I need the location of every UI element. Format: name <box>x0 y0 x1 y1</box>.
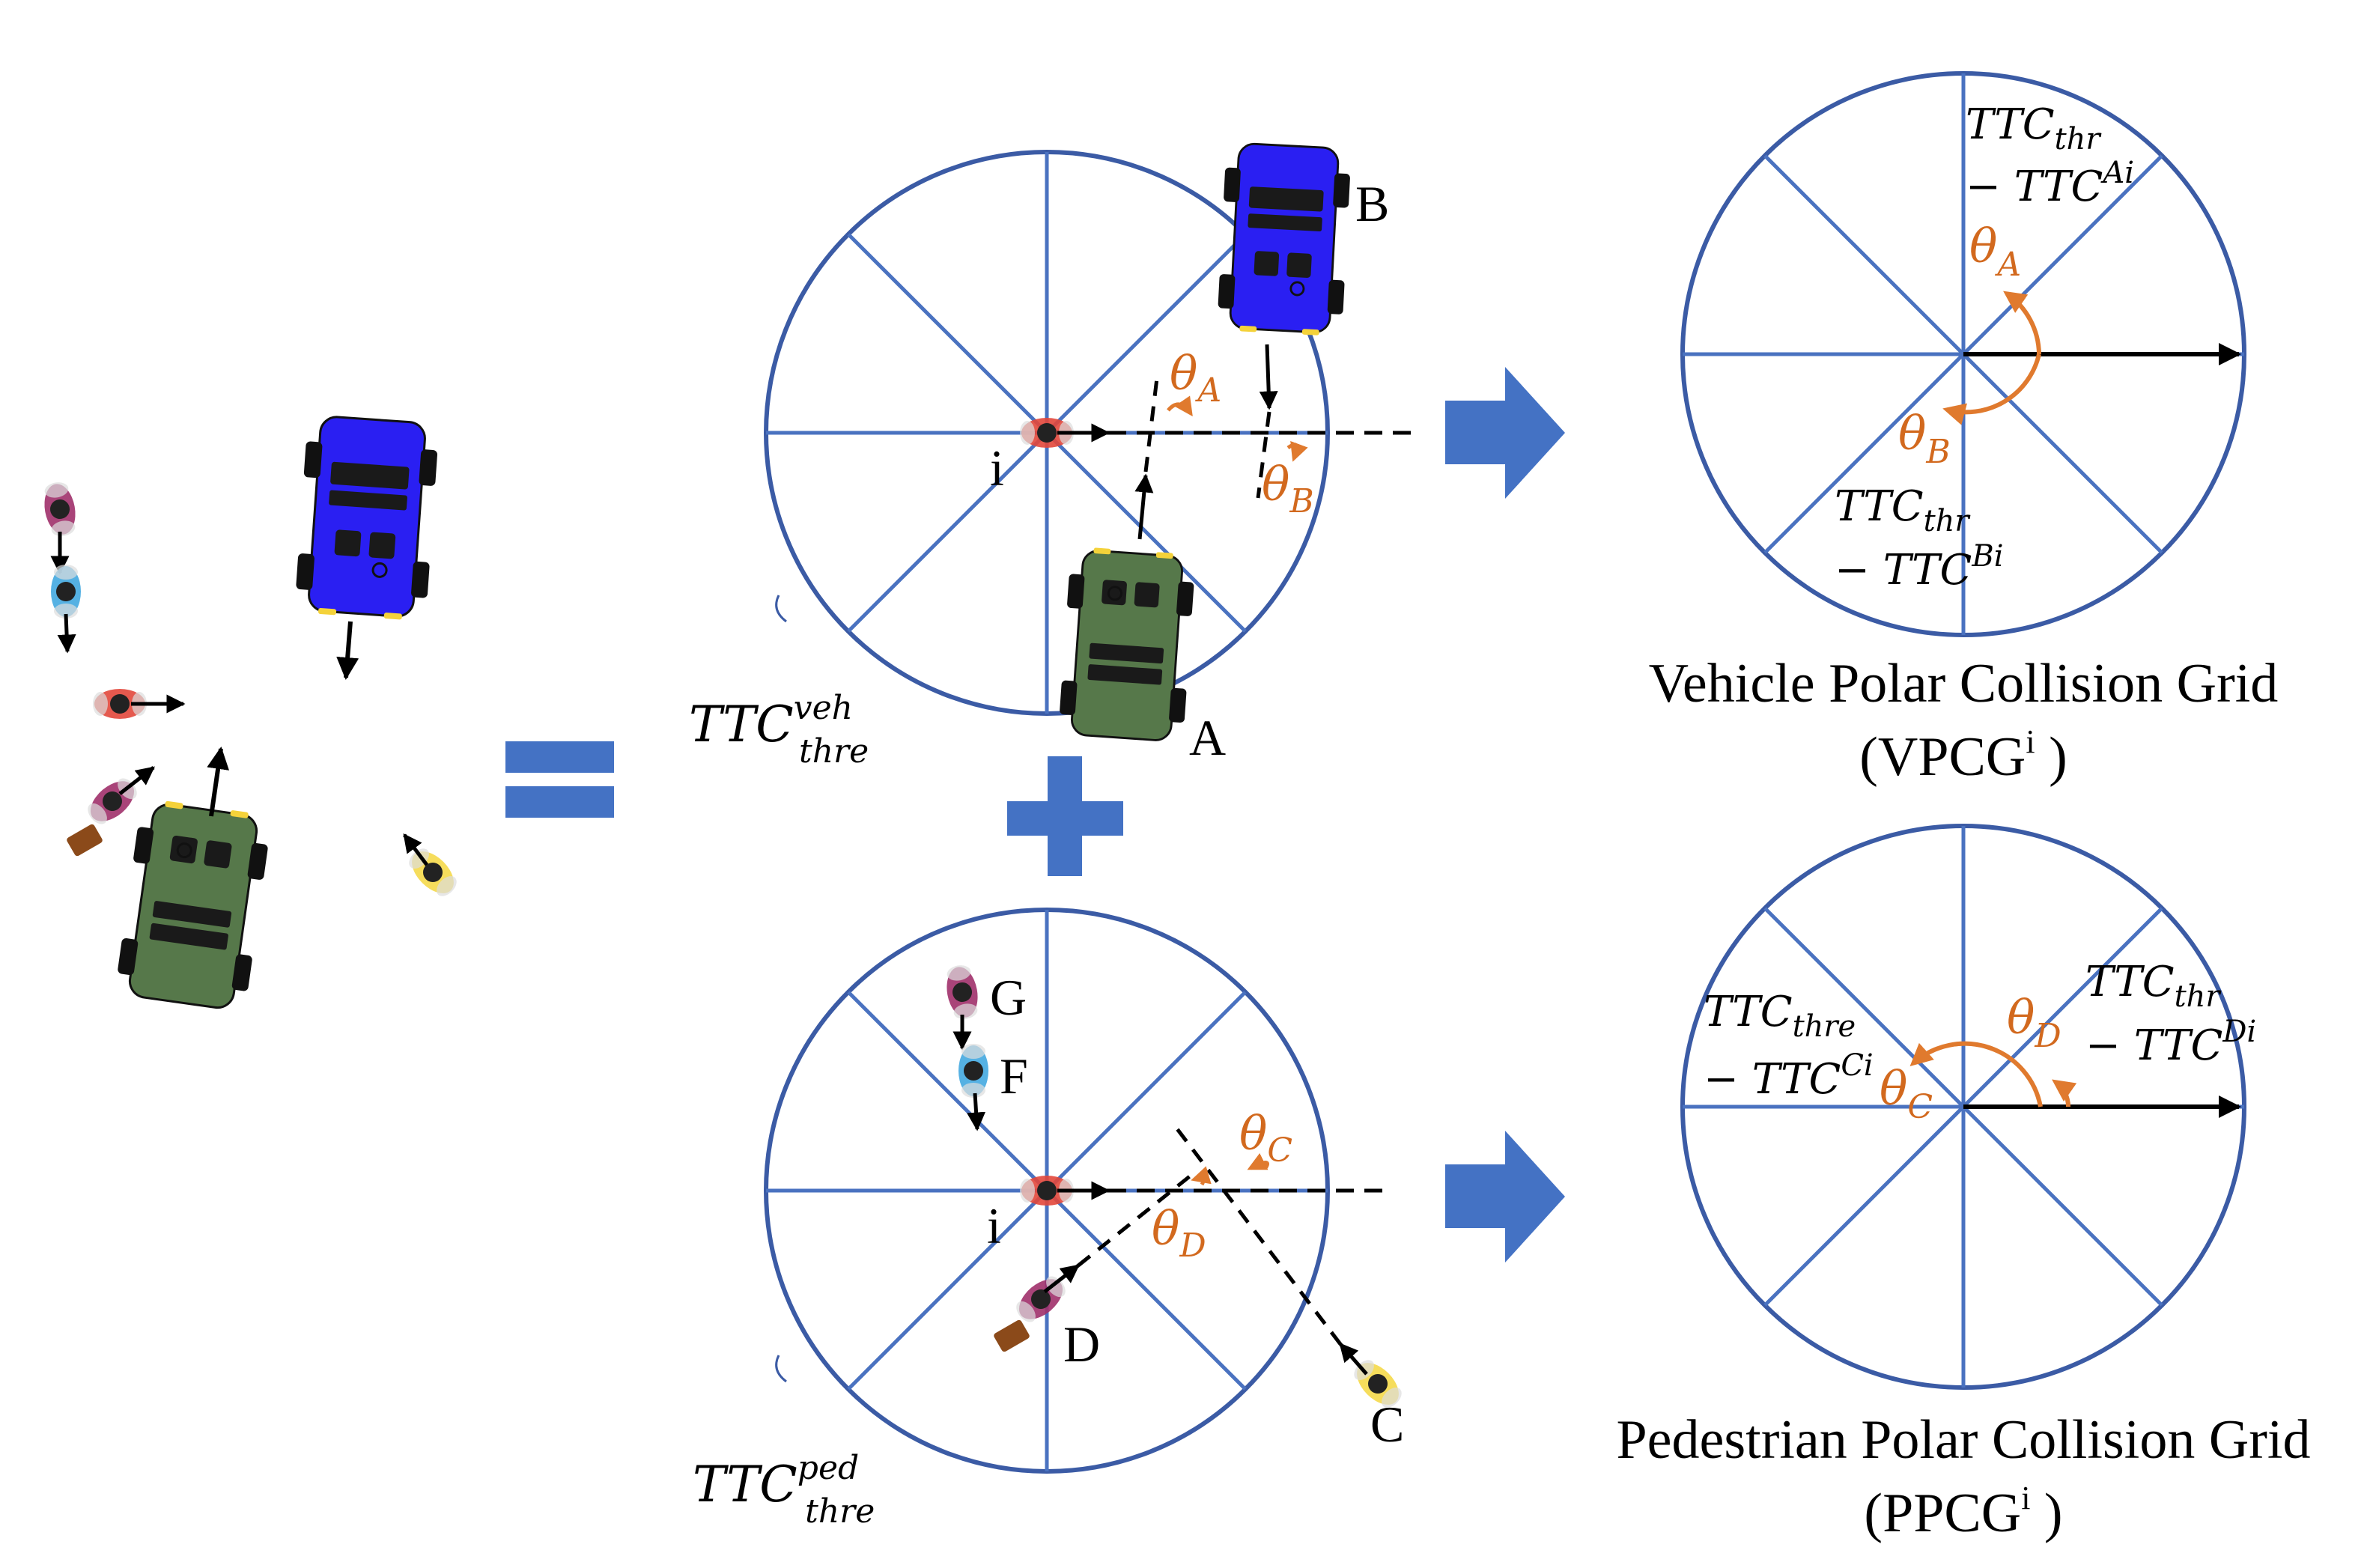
ppcg-abbr: (PPCGi ) <box>1864 1480 2062 1544</box>
vpcg-ttc-b-line1: TTCthr <box>1835 482 1971 538</box>
ego-label-pedestrian: i <box>987 1197 1001 1254</box>
ego-label-vehicle: i <box>990 440 1004 496</box>
theta-d-label: θD <box>1152 1201 1206 1265</box>
pedestrian-c-left-arrow <box>403 833 428 866</box>
agent-g-label: G <box>990 969 1027 1026</box>
vpcg-theta-a: θA <box>1969 219 2021 284</box>
ppcg-theta-c: θC <box>1880 1061 1933 1126</box>
vpcg-ttc-b-line2: − TTCBi <box>1835 539 2004 595</box>
theta-a-label: θA <box>1170 346 1221 410</box>
luggage-icon <box>67 824 103 857</box>
agent-c-label: C <box>1370 1396 1404 1453</box>
ppcg-title: Pedestrian Polar Collision Grid <box>1617 1409 2311 1471</box>
agent-a-label: A <box>1189 709 1226 766</box>
pedestrian-f-left <box>51 565 81 619</box>
transform-arrow-bottom <box>1445 1131 1565 1262</box>
agent-f-label: F <box>1000 1048 1028 1104</box>
ppcg-ttc-c-line2: − TTCCi <box>1704 1048 1874 1104</box>
pedestrian-d-left-arrow <box>118 766 155 795</box>
theta-b-label: θB <box>1262 457 1314 520</box>
pedestrian-f <box>958 1044 988 1098</box>
pedestrian-c-left <box>403 842 463 902</box>
pedestrian-grid-input: i G F D C θC θD TTCped t <box>693 908 1408 1531</box>
vpcg-ttc-a-line1: TTCthr <box>1966 100 2102 157</box>
ppcg-ttc-c-line1: TTCthre <box>1704 988 1856 1044</box>
pedestrian-f-left-arrow <box>57 613 76 654</box>
left-scene <box>40 413 614 1013</box>
vpcg-theta-b: θB <box>1898 406 1951 471</box>
agent-b-label: B <box>1355 175 1389 232</box>
vehicle-a <box>1057 544 1197 744</box>
ttc-ped-thre-label: TTCped thre <box>693 1449 875 1531</box>
pedestrian-g <box>943 963 982 1021</box>
vehicle-grid-input: i B A θA θB TTCveh thre <box>689 141 1415 771</box>
vehicle-b <box>1215 141 1353 338</box>
green-vehicle <box>113 796 274 1013</box>
vpcg-title: Vehicle Polar Collision Grid <box>1649 653 2279 714</box>
vpcg-ttc-a-line2: − TTCAi <box>1966 156 2134 211</box>
green-vehicle-heading-arrow <box>207 747 229 817</box>
pedestrian-g-left <box>40 480 79 538</box>
ppcg-ttc-d-line2: − TTCDi <box>2085 1015 2256 1070</box>
blue-vehicle <box>293 413 441 623</box>
vpcg-abbr: (VPCGi ) <box>1859 723 2067 788</box>
equals-sign <box>505 741 614 818</box>
agent-d-label: D <box>1063 1316 1100 1373</box>
transform-arrow-top <box>1445 367 1565 499</box>
blue-vehicle-heading-arrow <box>336 621 359 680</box>
ppcg-ttc-d-line1: TTCthr <box>2085 958 2222 1014</box>
ttc-veh-thre-label: TTCveh thre <box>689 689 869 771</box>
theta-c-label: θC <box>1239 1106 1292 1170</box>
plus-sign <box>1007 756 1123 876</box>
ppcg-grid: θD θC TTCthre − TTCCi TTCthr − TTCDi Ped… <box>1617 824 2311 1544</box>
vpcg-grid: θA θB TTCthr − TTCAi TTCthr − TTCBi Vehi… <box>1649 71 2279 788</box>
ppcg-theta-d: θD <box>2007 990 2061 1055</box>
